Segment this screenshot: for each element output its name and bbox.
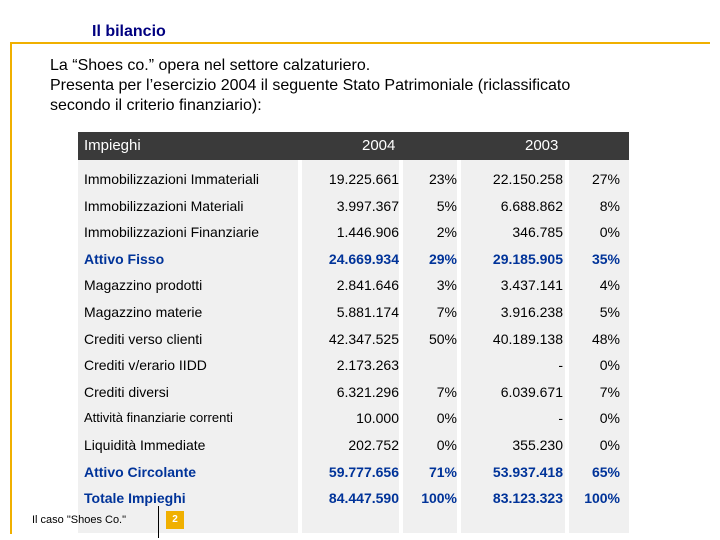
row-label: Magazzino materie <box>84 304 203 320</box>
value-2004: 19.225.661 <box>328 171 399 187</box>
table-row: Crediti v/erario IIDD 2.173.263 - 0% <box>78 351 629 377</box>
table-row: Immobilizzazioni Materiali 3.997.367 5% 6.6… <box>78 192 629 218</box>
percent-2004: 0% <box>436 437 457 453</box>
row-label: Crediti diversi <box>84 383 169 400</box>
percent-2003: 8% <box>599 197 620 214</box>
percent-2004: 0% <box>436 410 457 427</box>
value-2003: 3.916.238 <box>500 304 563 320</box>
table-row: Attivo Fisso 24.669.934 29% 29.185.905 35% <box>78 245 629 271</box>
intro-text: La “Shoes co.” opera nel settore calzatu… <box>50 56 690 116</box>
row-label: Attività finanziarie correnti <box>84 410 233 426</box>
footer-divider <box>158 506 159 538</box>
header-impieghi: Impieghi <box>84 137 141 154</box>
percent-2003: 65% <box>591 463 620 480</box>
intro-line: secondo il criterio finanziario): <box>50 97 262 114</box>
table-row: Crediti diversi 6.321.296 7% 6.039.671 7% <box>78 378 629 404</box>
value-2004: 3.997.367 <box>336 197 399 214</box>
table-row: Crediti verso clienti 42.347.525 50% 40.189… <box>78 325 629 351</box>
value-2003: - <box>558 357 563 374</box>
percent-2004: 100% <box>421 490 457 507</box>
value-2004: 84.447.590 <box>328 490 399 507</box>
value-2004: 202.752 <box>348 437 399 453</box>
percent-2004: 7% <box>436 383 457 400</box>
percent-2003: 35% <box>591 250 620 267</box>
value-2004: 10.000 <box>356 410 399 427</box>
table-row: Magazzino materie 5.881.174 7% 3.916.238 5% <box>78 298 629 324</box>
value-2003: 40.189.138 <box>492 330 563 347</box>
row-label: Totale Impieghi <box>84 490 186 507</box>
row-label: Immobilizzazioni Materiali <box>84 197 244 214</box>
row-label: Attivo Fisso <box>84 250 165 267</box>
percent-2003: 0% <box>599 410 620 427</box>
percent-2004: 7% <box>436 304 457 320</box>
value-2003: 53.937.418 <box>492 463 563 480</box>
value-2004: 59.777.656 <box>328 463 399 480</box>
row-label: Crediti verso clienti <box>84 330 203 347</box>
value-2003: 6.688.862 <box>500 197 563 214</box>
percent-2004: 3% <box>436 277 457 294</box>
row-label: Liquidità Immediate <box>84 437 206 453</box>
percent-2003: 100% <box>584 490 620 507</box>
column-divider <box>399 160 403 533</box>
value-2004: 24.669.934 <box>328 250 399 267</box>
percent-2003: 7% <box>599 383 620 400</box>
table-row: Immobilizzazioni Immateriali 19.225.661 23… <box>78 165 629 191</box>
value-2003: 6.039.671 <box>500 383 563 400</box>
percent-2003: 0% <box>599 437 620 453</box>
intro-line: La “Shoes co.” opera nel settore calzatu… <box>50 57 371 74</box>
table-row: Liquidità Immediate 202.752 0% 355.230 0% <box>78 431 629 457</box>
column-divider <box>565 160 569 533</box>
percent-2004: 23% <box>428 171 457 187</box>
value-2004: 42.347.525 <box>328 330 399 347</box>
row-label: Immobilizzazioni Immateriali <box>84 171 260 187</box>
table-header: Impieghi 2004 2003 <box>78 132 629 160</box>
row-label: Crediti v/erario IIDD <box>84 357 207 374</box>
table-row: Immobilizzazioni Finanziarie 1.446.906 2% 3… <box>78 218 629 244</box>
column-divider <box>298 160 302 533</box>
value-2003: 3.437.141 <box>500 277 563 294</box>
table-body: Immobilizzazioni Immateriali 19.225.661 23… <box>78 160 629 533</box>
percent-2003: 4% <box>599 277 620 294</box>
value-2004: 5.881.174 <box>336 304 399 320</box>
title-rule-vertical <box>10 42 12 534</box>
header-year-2003: 2003 <box>525 137 559 154</box>
percent-2003: 48% <box>591 330 620 347</box>
value-2003: 22.150.258 <box>492 171 563 187</box>
row-label: Attivo Circolante <box>84 463 197 480</box>
percent-2003: 0% <box>599 224 620 241</box>
value-2003: 355.230 <box>512 437 563 453</box>
header-year-2004: 2004 <box>362 137 396 154</box>
percent-2004: 2% <box>436 224 457 241</box>
row-label: Immobilizzazioni Finanziarie <box>84 224 260 241</box>
percent-2003: 0% <box>599 357 620 374</box>
value-2003: - <box>558 410 563 427</box>
value-2003: 83.123.323 <box>492 490 563 507</box>
value-2004: 1.446.906 <box>336 224 399 241</box>
column-divider <box>457 160 461 533</box>
percent-2003: 5% <box>599 304 620 320</box>
percent-2003: 27% <box>591 171 620 187</box>
value-2003: 346.785 <box>512 224 563 241</box>
percent-2004: 5% <box>436 197 457 214</box>
value-2004: 2.173.263 <box>336 357 399 374</box>
percent-2004: 29% <box>428 250 457 267</box>
table-row: Magazzino prodotti 2.841.646 3% 3.437.141 4% <box>78 271 629 297</box>
percent-2004: 71% <box>428 463 457 480</box>
value-2004: 6.321.296 <box>336 383 399 400</box>
table-row: Attivo Circolante 59.777.656 71% 53.937.418… <box>78 458 629 484</box>
value-2004: 2.841.646 <box>336 277 399 294</box>
value-2003: 29.185.905 <box>492 250 563 267</box>
table-row: Totale Impieghi 84.447.590 100% 83.123.323 1… <box>78 484 629 510</box>
intro-line: Presenta per l’esercizio 2004 il seguent… <box>50 77 571 94</box>
slide-title: Il bilancio <box>92 23 166 40</box>
balance-sheet-table: Impieghi 2004 2003 Immobilizzazioni Imma… <box>78 132 629 533</box>
row-label: Magazzino prodotti <box>84 277 203 294</box>
footer-caption: Il caso "Shoes Co." <box>32 514 127 526</box>
percent-2004: 50% <box>428 330 457 347</box>
page-number-badge: 2 <box>166 511 184 529</box>
title-rule-horizontal <box>10 42 710 44</box>
table-row: Attività finanziarie correnti 10.000 0% - 0% <box>78 404 629 430</box>
